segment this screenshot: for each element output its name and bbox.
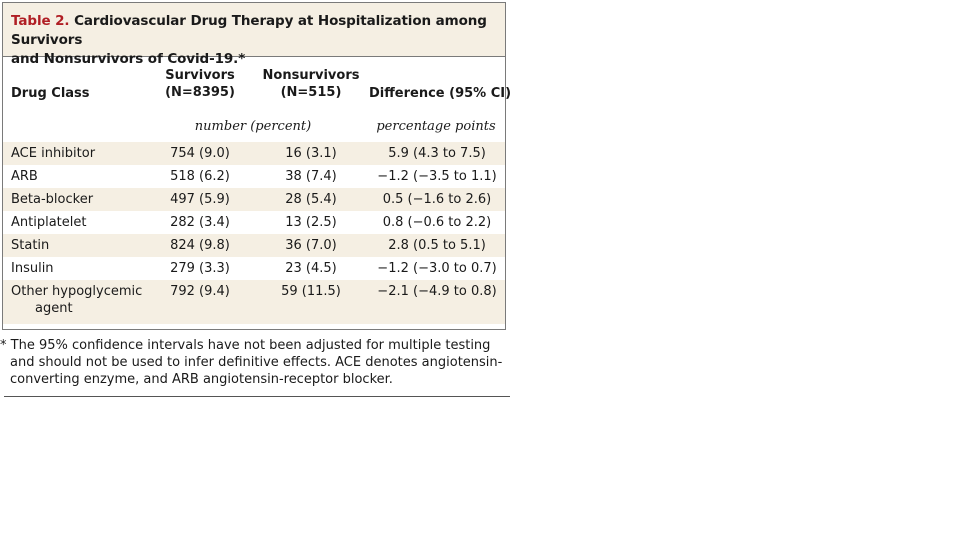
table-row: Other hypoglycemic agent 792 (9.4) 59 (1… — [3, 280, 505, 324]
table-footnote: * The 95% confidence intervals have not … — [0, 337, 506, 388]
header-difference: Difference (95% CI) — [369, 86, 512, 101]
table-frame: Table 2. Cardiovascular Drug Therapy at … — [2, 2, 512, 330]
cell-difference: −1.2 (−3.0 to 0.7) — [377, 261, 497, 276]
table-title-line1: Cardiovascular Drug Therapy at Hospitali… — [11, 13, 487, 48]
cell-survivors: 754 (9.0) — [170, 146, 230, 161]
cell-nonsurvivors: 59 (11.5) — [281, 284, 341, 299]
footnote-line: * The 95% confidence intervals have not … — [0, 338, 491, 353]
table-row: Insulin 279 (3.3) 23 (4.5) −1.2 (−3.0 to… — [3, 257, 505, 280]
table-row: Statin 824 (9.8) 36 (7.0) 2.8 (0.5 to 5.… — [3, 234, 505, 257]
table-title: Table 2. Cardiovascular Drug Therapy at … — [3, 3, 505, 67]
cell-survivors: 497 (5.9) — [170, 192, 230, 207]
cell-drug: Insulin — [11, 261, 54, 276]
header-survivors-label: Survivors — [165, 68, 235, 83]
cell-drug: Other hypoglycemic — [11, 284, 143, 299]
cell-drug: Antiplatelet — [11, 215, 87, 230]
cell-difference: −2.1 (−4.9 to 0.8) — [377, 284, 497, 299]
table-row: ARB 518 (6.2) 38 (7.4) −1.2 (−3.5 to 1.1… — [3, 165, 505, 188]
header-nonsurvivors-n: (N=515) — [280, 85, 342, 100]
cell-drug-continued: agent — [35, 301, 73, 316]
cell-nonsurvivors: 23 (4.5) — [285, 261, 337, 276]
header-nonsurvivors-label: Nonsurvivors — [262, 68, 360, 83]
cell-nonsurvivors: 38 (7.4) — [285, 169, 337, 184]
cell-difference: 0.5 (−1.6 to 2.6) — [382, 192, 492, 207]
cell-nonsurvivors: 13 (2.5) — [285, 215, 337, 230]
cell-survivors: 282 (3.4) — [170, 215, 230, 230]
cell-difference: 0.8 (−0.6 to 2.2) — [382, 215, 492, 230]
cell-difference: 2.8 (0.5 to 5.1) — [388, 238, 486, 253]
table-row: Beta-blocker 497 (5.9) 28 (5.4) 0.5 (−1.… — [3, 188, 505, 211]
cell-survivors: 792 (9.4) — [170, 284, 230, 299]
table-label: Table 2. — [11, 13, 70, 29]
cell-drug: ACE inhibitor — [11, 146, 96, 161]
table-row: Antiplatelet 282 (3.4) 13 (2.5) 0.8 (−0.… — [3, 211, 505, 234]
header-drug-class: Drug Class — [11, 86, 90, 101]
footnote-line: and should not be used to infer definiti… — [10, 355, 503, 370]
header-survivors: Survivors (N=8395) — [140, 67, 260, 101]
table-row: ACE inhibitor 754 (9.0) 16 (3.1) 5.9 (4.… — [3, 142, 505, 165]
footnote-rule — [4, 396, 510, 397]
cell-difference: 5.9 (4.3 to 7.5) — [388, 146, 486, 161]
cell-drug: ARB — [11, 169, 38, 184]
cell-nonsurvivors: 16 (3.1) — [285, 146, 337, 161]
subheader-counts: number (percent) — [194, 119, 312, 134]
cell-survivors: 518 (6.2) — [170, 169, 230, 184]
header-nonsurvivors: Nonsurvivors (N=515) — [251, 67, 371, 101]
cell-drug: Beta-blocker — [11, 192, 94, 207]
cell-nonsurvivors: 28 (5.4) — [285, 192, 337, 207]
cell-difference: −1.2 (−3.5 to 1.1) — [377, 169, 497, 184]
cell-survivors: 824 (9.8) — [170, 238, 230, 253]
cell-drug: Statin — [11, 238, 50, 253]
subheader-difference: percentage points — [376, 119, 496, 134]
footnote-line: converting enzyme, and ARB angiotensin-r… — [10, 372, 393, 387]
header-survivors-n: (N=8395) — [165, 85, 235, 100]
cell-nonsurvivors: 36 (7.0) — [285, 238, 337, 253]
table-title-line2: and Nonsurvivors of Covid-19.* — [11, 51, 246, 67]
cell-survivors: 279 (3.3) — [170, 261, 230, 276]
